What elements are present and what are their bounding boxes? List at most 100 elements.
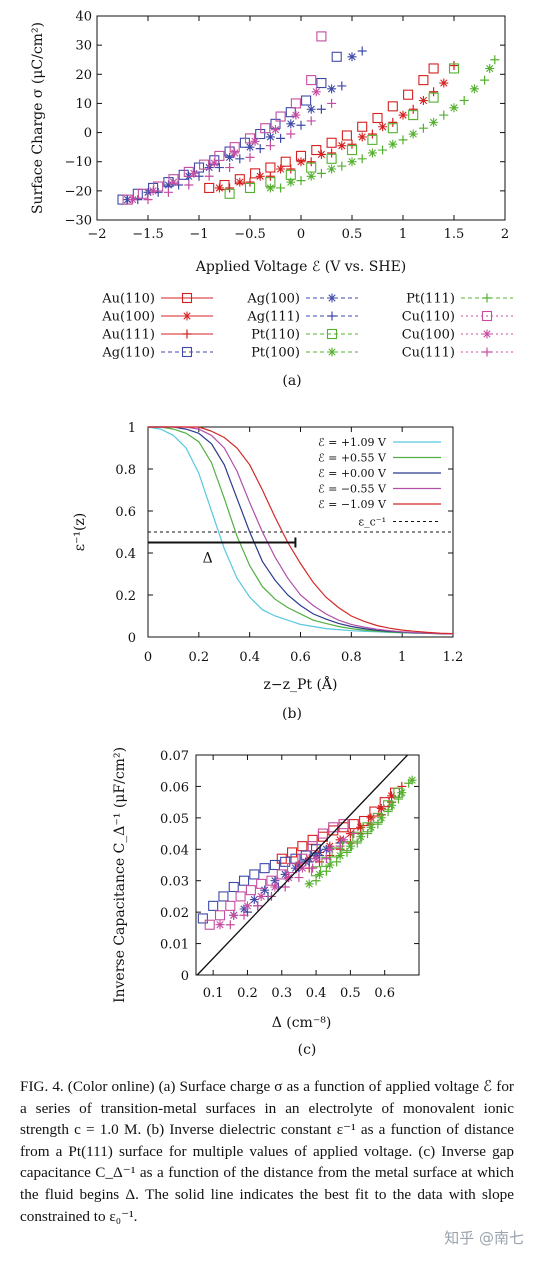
- legend-label: Cu(111): [402, 346, 455, 361]
- x-tick-label: 0.5: [340, 986, 361, 1001]
- data-point: [449, 61, 459, 71]
- data-point: [311, 145, 322, 156]
- data-point: [383, 807, 393, 817]
- legend-label: Pt(110): [251, 328, 300, 343]
- panel-a: −2 −1.5 −1 −0.5 0 0.5 1 1.5 2 −30 −20 −10 0 10 20 30 40 A…: [30, 10, 513, 389]
- data-point: [197, 913, 208, 924]
- data-point: [270, 876, 280, 886]
- legend-marker: [482, 329, 492, 339]
- legend-label: ε_c⁻¹: [358, 516, 386, 529]
- data-point: [163, 187, 173, 197]
- data-point: [308, 863, 318, 873]
- data-point: [225, 183, 235, 193]
- legend-label: ℰ = −0.55 V: [318, 483, 387, 496]
- data-point: [338, 822, 349, 833]
- data-point: [214, 163, 224, 173]
- data-point: [341, 130, 352, 141]
- figure-caption: FIG. 4. (Color online) (a) Surface charg…: [20, 1078, 514, 1225]
- data-point: [287, 863, 298, 874]
- y-tick-label: 20: [75, 68, 92, 83]
- data-point: [245, 142, 255, 152]
- data-point: [259, 863, 270, 874]
- data-point: [174, 180, 184, 190]
- series-au-110: [204, 63, 439, 193]
- data-point: [275, 111, 286, 122]
- data-point: [238, 875, 250, 886]
- x-tick-label: 0.2: [237, 986, 258, 1001]
- x-tick-label: 1: [399, 227, 407, 242]
- data-point: [373, 819, 383, 829]
- data-point: [480, 75, 490, 85]
- data-point: [327, 148, 337, 158]
- data-point: [225, 163, 235, 173]
- data-point: [224, 188, 235, 199]
- data-point: [286, 164, 296, 174]
- data-point: [366, 813, 376, 823]
- data-point: [428, 63, 439, 74]
- y-tick-label: −30: [65, 214, 92, 229]
- data-point: [337, 81, 347, 91]
- data-point: [199, 159, 210, 170]
- data-point: [428, 92, 439, 103]
- data-point: [376, 813, 386, 823]
- data-point: [301, 95, 312, 106]
- legend-marker: [182, 311, 192, 321]
- data-point: [429, 87, 439, 97]
- legend-marker: [481, 310, 493, 322]
- data-point: [388, 117, 398, 127]
- panel-b: 0 0.2 0.4 0.6 0.8 1 1.2 0 0.2 0.4 0.6 0.8 1 z−z_Pt (Å…: [72, 421, 463, 722]
- data-point: [290, 98, 301, 109]
- data-point: [345, 841, 355, 851]
- data-point: [338, 819, 349, 830]
- data-point: [398, 135, 408, 145]
- y-tick-label: 0: [128, 631, 136, 646]
- data-point: [347, 52, 357, 62]
- data-point: [208, 900, 219, 911]
- data-point: [347, 139, 357, 149]
- data-point: [326, 153, 337, 164]
- data-point: [387, 101, 398, 112]
- data-point: [469, 84, 479, 94]
- legend-label: Ag(111): [246, 310, 300, 325]
- data-point: [284, 873, 294, 883]
- series-cu-111: [225, 829, 359, 930]
- data-point: [214, 150, 225, 161]
- data-point: [265, 162, 276, 173]
- data-point: [356, 822, 366, 832]
- data-point: [294, 873, 304, 883]
- y-tick-label: 0.8: [115, 463, 136, 478]
- y-tick-label: 0.03: [160, 875, 189, 890]
- y-tick-label: 0: [84, 126, 92, 141]
- data-point: [356, 832, 366, 842]
- legend-marker: [327, 311, 337, 321]
- data-point: [490, 55, 500, 65]
- data-point: [225, 900, 236, 911]
- legend-label: Au(111): [101, 328, 155, 343]
- data-point: [245, 177, 255, 187]
- x-tick-label: −1: [189, 227, 208, 242]
- data-point: [123, 195, 133, 205]
- legend-label: Pt(111): [406, 292, 455, 307]
- data-point: [194, 171, 204, 181]
- data-point: [363, 829, 373, 839]
- data-point: [228, 881, 239, 893]
- data-point: [296, 120, 306, 130]
- series-au-111: [225, 61, 459, 193]
- y-tick-label: −10: [65, 155, 92, 170]
- data-point: [209, 158, 219, 168]
- y-tick-label: 0.06: [160, 780, 189, 795]
- data-point: [230, 148, 240, 158]
- data-point: [306, 116, 316, 126]
- data-point: [297, 863, 307, 873]
- legend-label: Cu(100): [402, 328, 455, 343]
- y-tick-label: 0.01: [160, 938, 189, 953]
- data-point: [408, 110, 419, 121]
- data-point: [459, 96, 469, 106]
- data-point: [235, 154, 245, 164]
- series-pt-100: [304, 775, 417, 889]
- legend-label: ℰ = −1.09 V: [318, 498, 387, 511]
- data-point: [335, 851, 345, 861]
- data-point: [287, 847, 298, 858]
- x-tick-label: 0.4: [239, 650, 260, 665]
- data-point: [270, 882, 280, 892]
